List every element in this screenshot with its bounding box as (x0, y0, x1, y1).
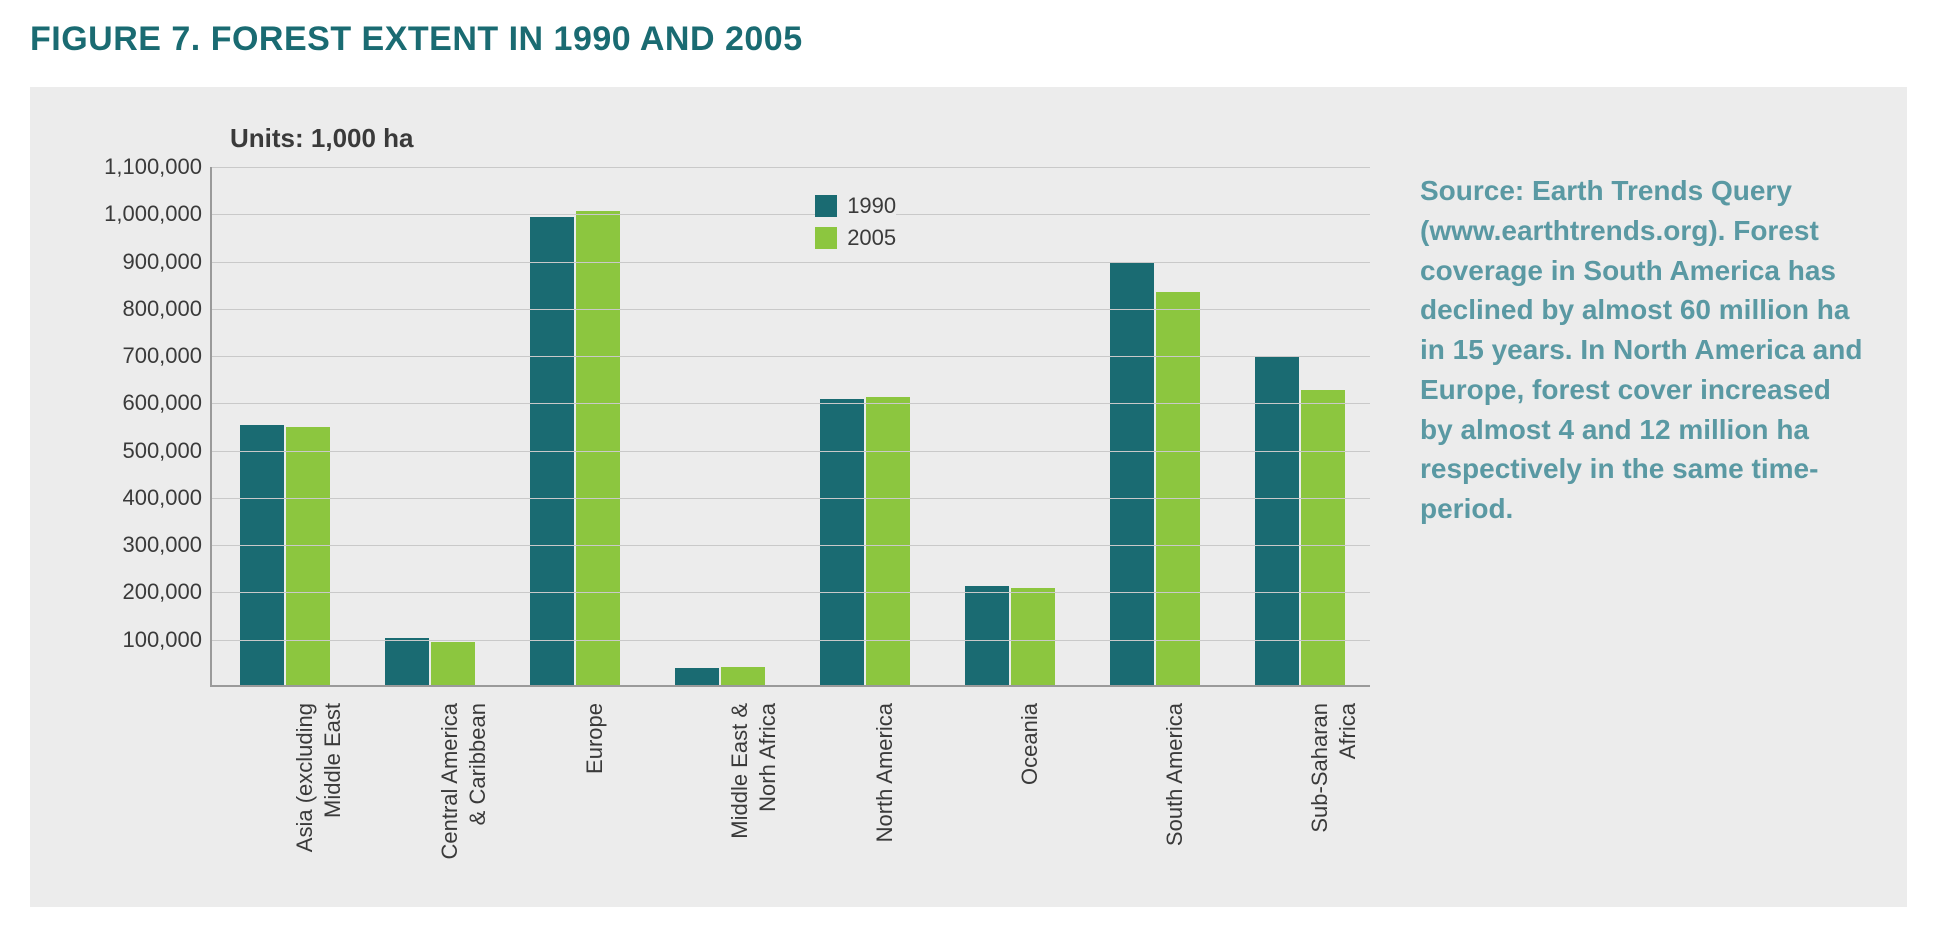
category-group: Europe (530, 167, 620, 685)
bar (286, 427, 330, 685)
legend: 1990 2005 (815, 193, 896, 257)
ytick-label: 1,100,000 (104, 154, 202, 180)
units-label: Units: 1,000 ha (230, 123, 414, 154)
legend-label: 2005 (847, 225, 896, 251)
gridline (212, 640, 1370, 641)
bar (1156, 292, 1200, 685)
caption-area: Source: Earth Trends Query (www.earthtre… (1390, 117, 1867, 877)
gridline (212, 356, 1370, 357)
gridline (212, 592, 1370, 593)
chart-area: Units: 1,000 ha Asia (excludingMiddle Ea… (70, 117, 1390, 877)
xtick-label: Europe (581, 703, 609, 903)
gridline (212, 167, 1370, 168)
bar (675, 668, 719, 685)
gridline (212, 262, 1370, 263)
xtick-label: Sub-SaharanAfrica (1306, 703, 1361, 903)
ytick-label: 400,000 (122, 485, 202, 511)
ytick-label: 800,000 (122, 296, 202, 322)
ytick-label: 900,000 (122, 249, 202, 275)
xtick-label: Middle East &Norh Africa (726, 703, 781, 903)
legend-row: 1990 (815, 193, 896, 219)
legend-row: 2005 (815, 225, 896, 251)
category-group: South America (1110, 167, 1200, 685)
plot-area: Asia (excludingMiddle East Central Americ… (210, 167, 1370, 687)
gridline (212, 309, 1370, 310)
figure-title: FIGURE 7. FOREST EXTENT IN 1990 AND 2005 (30, 20, 1907, 59)
ytick-label: 1,000,000 (104, 201, 202, 227)
bar (866, 397, 910, 685)
bar (240, 425, 284, 685)
category-group: Sub-SaharanAfrica (1255, 167, 1345, 685)
caption-text: Source: Earth Trends Query (www.earthtre… (1420, 171, 1867, 529)
xtick-label: Oceania (1016, 703, 1044, 903)
xtick-label: South America (1161, 703, 1189, 903)
gridline (212, 214, 1370, 215)
chart-panel: Units: 1,000 ha Asia (excludingMiddle Ea… (30, 87, 1907, 907)
category-group: Oceania (965, 167, 1055, 685)
gridline (212, 451, 1370, 452)
bar (721, 667, 765, 685)
legend-swatch (815, 227, 837, 249)
category-group: Central America& Caribbean (385, 167, 475, 685)
category-group: Middle East &Norh Africa (675, 167, 765, 685)
ytick-label: 300,000 (122, 532, 202, 558)
xtick-label: Asia (excludingMiddle East (291, 703, 346, 903)
gridline (212, 545, 1370, 546)
ytick-label: 100,000 (122, 627, 202, 653)
bar (965, 586, 1009, 685)
bar (1255, 356, 1299, 685)
ytick-label: 700,000 (122, 343, 202, 369)
bar (1110, 262, 1154, 685)
xtick-label: Central America& Caribbean (436, 703, 491, 903)
bar (385, 638, 429, 685)
bar (1011, 588, 1055, 685)
bar (431, 642, 475, 685)
gridline (212, 403, 1370, 404)
bars-layer: Asia (excludingMiddle East Central Americ… (212, 167, 1370, 685)
bar (820, 399, 864, 685)
category-group: Asia (excludingMiddle East (240, 167, 330, 685)
legend-swatch (815, 195, 837, 217)
gridline (212, 498, 1370, 499)
ytick-label: 600,000 (122, 390, 202, 416)
legend-label: 1990 (847, 193, 896, 219)
ytick-label: 500,000 (122, 438, 202, 464)
bar (576, 211, 620, 685)
xtick-label: North America (871, 703, 899, 903)
ytick-label: 200,000 (122, 579, 202, 605)
